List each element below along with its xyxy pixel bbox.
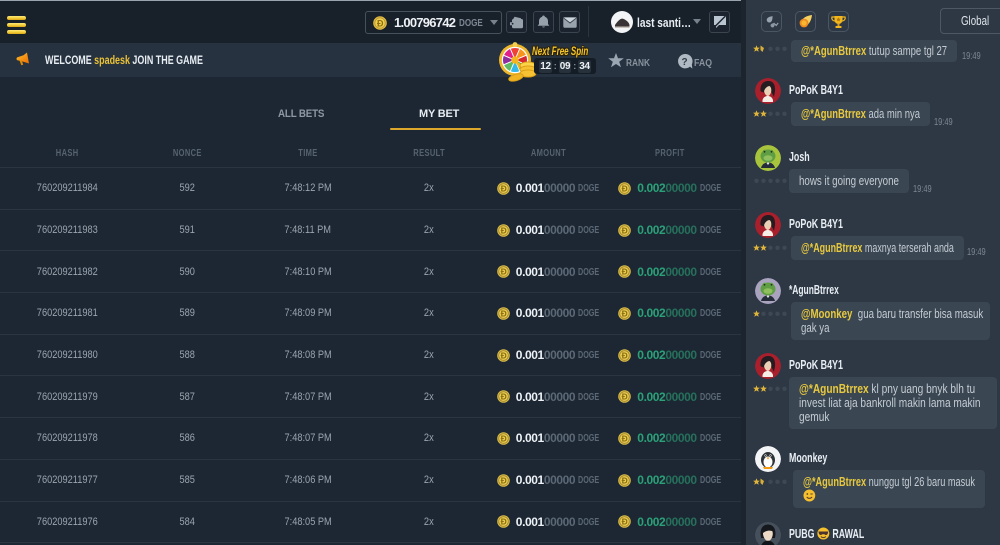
svg-text:Ð: Ð (622, 350, 628, 360)
svg-text:Ð: Ð (622, 267, 628, 277)
svg-text:Ð: Ð (500, 225, 506, 235)
svg-text:Ð: Ð (500, 392, 506, 402)
svg-text:Ð: Ð (622, 475, 628, 485)
svg-text:Ð: Ð (622, 183, 628, 193)
svg-text:Ð: Ð (622, 309, 628, 319)
svg-text:Ð: Ð (500, 309, 506, 319)
svg-text:Ð: Ð (377, 18, 384, 28)
svg-text:Ð: Ð (622, 392, 628, 402)
svg-text:Ð: Ð (622, 517, 628, 527)
svg-text:Ð: Ð (500, 267, 506, 277)
svg-text:Ð: Ð (500, 434, 506, 444)
svg-text:Ð: Ð (500, 517, 506, 527)
svg-text:Ð: Ð (622, 225, 628, 235)
svg-text:Ð: Ð (500, 350, 506, 360)
svg-text:Ð: Ð (622, 434, 628, 444)
svg-text:?: ? (682, 57, 688, 68)
svg-text:Ð: Ð (500, 183, 506, 193)
svg-text:Ð: Ð (500, 475, 506, 485)
